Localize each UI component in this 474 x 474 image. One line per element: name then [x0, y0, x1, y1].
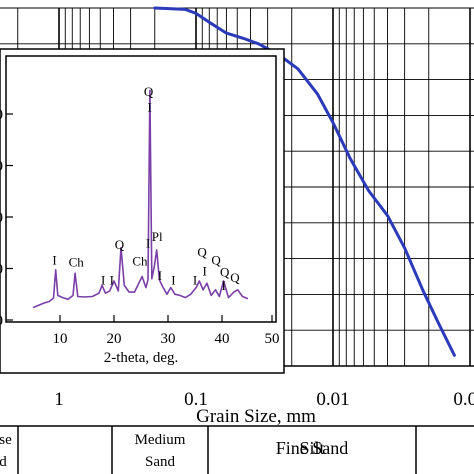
inset-x-tick-label: 50 — [265, 331, 280, 347]
x-tick-label: 0.00 — [453, 389, 474, 410]
peak-label: Ch — [69, 255, 85, 270]
inset-y-tick-label: 0 — [0, 313, 3, 329]
peak-label: I — [101, 272, 105, 287]
soil-class-label: d — [0, 454, 7, 470]
inset-axis-ticks: 10 20 30 40 50 0 0 0 0 0 — [0, 107, 280, 347]
peak-label: Pl — [152, 229, 163, 244]
main-x-axis-label: Grain Size, mm — [196, 406, 316, 427]
soil-class-label: rse — [0, 432, 12, 448]
peak-label: Q — [211, 252, 221, 267]
soil-class-label: Silt — [299, 438, 324, 458]
peak-label: I — [146, 236, 150, 251]
peak-label: I — [171, 272, 175, 287]
peak-label: I — [203, 263, 207, 278]
soil-class-label: Medium — [135, 432, 186, 448]
x-tick-label: 1 — [54, 389, 64, 410]
inset-x-tick-label: 10 — [53, 331, 68, 347]
main-x-tick-labels: 1 0.1 0.01 0.00 — [54, 389, 474, 410]
x-tick-label: 0.1 — [184, 389, 208, 410]
peak-label: I — [193, 272, 197, 287]
peak-label: I — [147, 99, 151, 114]
soil-class-label: Sand — [145, 454, 176, 470]
peak-label: I — [52, 252, 56, 267]
inset-y-tick-label: 0 — [0, 107, 3, 123]
inset-x-tick-label: 40 — [215, 331, 230, 347]
peak-label: Q — [115, 237, 125, 252]
peak-label: Q — [230, 270, 240, 285]
peak-label: I — [158, 268, 162, 283]
xrd-pattern-trace — [32, 89, 249, 309]
grain-size-curve — [153, 6, 456, 357]
peak-label: Q — [220, 265, 230, 280]
inset-x-tick-label: 30 — [161, 331, 176, 347]
inset-x-tick-label: 20 — [107, 331, 122, 347]
peak-label: I — [110, 272, 114, 287]
inset-y-tick-label: 0 — [0, 159, 3, 175]
peak-label: Q — [197, 245, 207, 260]
x-tick-label: 0.01 — [316, 389, 349, 410]
inset-x-axis-label: 2-theta, deg. — [104, 350, 179, 366]
inset-y-tick-label: 0 — [0, 262, 3, 278]
peak-label: I — [221, 278, 225, 293]
peak-label: Q — [144, 84, 154, 99]
peak-label: Ch — [132, 253, 148, 268]
inset-y-tick-label: 0 — [0, 210, 3, 226]
soil-class-label: Fine Sand — [276, 438, 349, 458]
